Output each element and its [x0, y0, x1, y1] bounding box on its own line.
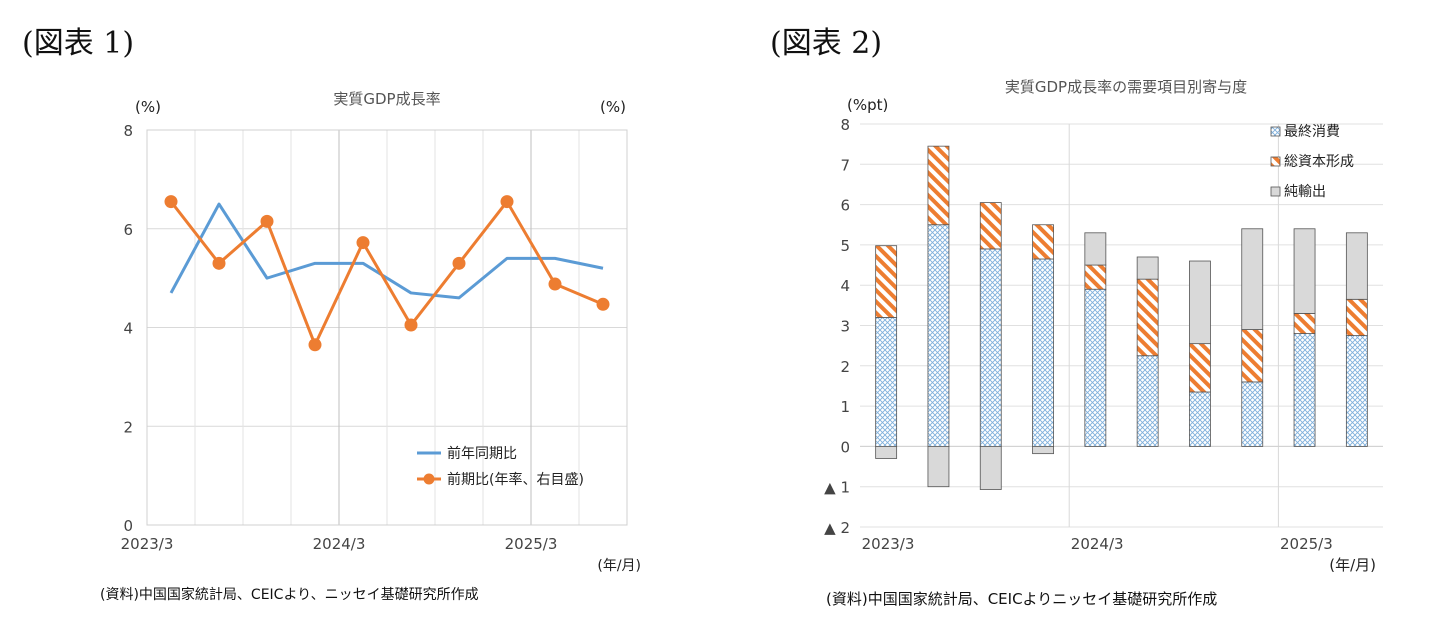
legend-label: 前期比(年率、右目盛) — [447, 471, 584, 488]
plot-frame — [146, 129, 628, 526]
bar-segment-2 — [1189, 343, 1211, 393]
legend-swatch — [1270, 186, 1281, 197]
bar-segment-2 — [1293, 313, 1316, 334]
bar-segment-1 — [1241, 381, 1264, 447]
data-point — [548, 277, 562, 291]
legend-label: 純輸出 — [1284, 184, 1326, 200]
y-tick-label: 4 — [123, 320, 133, 338]
data-point — [212, 256, 226, 270]
y-axis-label: (%pt) — [847, 96, 888, 114]
bar-segment-2 — [1032, 224, 1054, 260]
bar-segment-1 — [1293, 333, 1316, 447]
line-chart-gdp-growth: 実質GDP成長率 (%) (%) 0 2 4 6 8 2023/3 2024/3 2025/3 (年/… — [121, 90, 641, 574]
legend-swatch — [1270, 156, 1281, 167]
x-axis-unit: (年/月) — [1329, 556, 1376, 574]
y-tick-label: 4 — [840, 277, 850, 295]
y-tick-label: 2 — [840, 358, 850, 376]
bar-segment-3 — [1241, 228, 1264, 330]
y-tick-label: 6 — [840, 197, 850, 215]
data-point — [164, 195, 178, 209]
y-tick-label: 1 — [840, 398, 850, 416]
bar-segment-3 — [1293, 228, 1316, 314]
y-tick-label: 5 — [840, 237, 850, 255]
figure-2-source: (資料)中国国家統計局、CEICよりニッセイ基礎研究所作成 — [826, 590, 1218, 608]
bar-segment-1 — [875, 317, 898, 447]
bar-segment-1 — [1345, 335, 1368, 447]
bar-segment-2 — [979, 202, 1002, 250]
bar-segment-2 — [1241, 329, 1264, 383]
chart-title: 実質GDP成長率 — [333, 90, 440, 108]
figure-1-label: (図表 1) — [22, 26, 135, 61]
bar-segment-3 — [1084, 232, 1107, 266]
chart-title: 実質GDP成長率の需要項目別寄与度 — [1005, 78, 1247, 96]
bar-segment-3 — [979, 445, 1002, 490]
x-tick-label: 2024/3 — [1071, 535, 1124, 553]
figure-2-label: (図表 2) — [770, 26, 883, 61]
data-point — [308, 338, 322, 352]
y-tick-label: 8 — [123, 122, 133, 140]
bar-segment-3 — [927, 445, 950, 488]
y-tick-label: 0 — [840, 438, 850, 456]
bar-segment-3 — [1345, 232, 1368, 300]
bar-segment-1 — [1136, 355, 1159, 447]
legend-label: 前年同期比 — [447, 445, 517, 462]
bar-segment-3 — [875, 445, 898, 459]
y-tick-label: 2 — [123, 418, 133, 436]
x-axis-unit: (年/月) — [597, 558, 641, 574]
series-line-2 — [169, 200, 604, 347]
bar-segment-1 — [979, 248, 1002, 447]
bar-segment-1 — [1032, 258, 1054, 447]
bar-segment-1 — [927, 224, 950, 447]
y-tick-label: 6 — [123, 221, 133, 239]
y-tick-label: ▲ 1 — [824, 479, 850, 497]
bar-segment-3 — [1189, 260, 1211, 345]
x-tick-label: 2024/3 — [313, 535, 366, 553]
bar-segment-2 — [1136, 278, 1159, 357]
x-tick-label: 2023/3 — [121, 535, 174, 553]
y-tick-label: ▲ 2 — [824, 519, 850, 537]
y-tick-label: 0 — [123, 517, 133, 535]
bar-segment-3 — [1032, 445, 1054, 455]
bar-segment-2 — [927, 145, 950, 226]
bar-segment-1 — [1189, 391, 1211, 447]
legend-label: 最終消費 — [1284, 124, 1340, 140]
stacked-bar-chart-contribution: 実質GDP成長率の需要項目別寄与度 (%pt) ▲ 2 ▲ 1 0 1 2 3 4 5 6 7 8 202… — [824, 78, 1383, 574]
y-axis-label-right: (%) — [600, 98, 626, 116]
x-tick-label: 2025/3 — [505, 535, 558, 553]
figure-1-source: (資料)中国国家統計局、CEICより、ニッセイ基礎研究所作成 — [100, 587, 479, 603]
bar-segment-2 — [875, 245, 898, 318]
bar-segment-2 — [1345, 298, 1368, 336]
bar-segment-3 — [1136, 256, 1159, 280]
y-tick-label: 8 — [840, 116, 850, 134]
x-tick-label: 2025/3 — [1280, 535, 1333, 553]
y-tick-label: 7 — [840, 156, 850, 174]
data-point — [356, 236, 370, 250]
data-point — [404, 318, 418, 332]
legend-marker — [423, 473, 435, 485]
legend-swatch — [1270, 126, 1281, 137]
y-tick-label: 3 — [840, 318, 850, 336]
x-tick-label: 2023/3 — [862, 535, 915, 553]
bar-segment-2 — [1084, 264, 1107, 290]
data-point — [500, 195, 514, 209]
bar-segment-1 — [1084, 288, 1107, 447]
data-point — [596, 297, 610, 311]
y-axis-label-left: (%) — [135, 98, 161, 116]
data-point — [260, 214, 274, 228]
legend-label: 総資本形成 — [1284, 154, 1354, 170]
data-point — [452, 256, 466, 270]
